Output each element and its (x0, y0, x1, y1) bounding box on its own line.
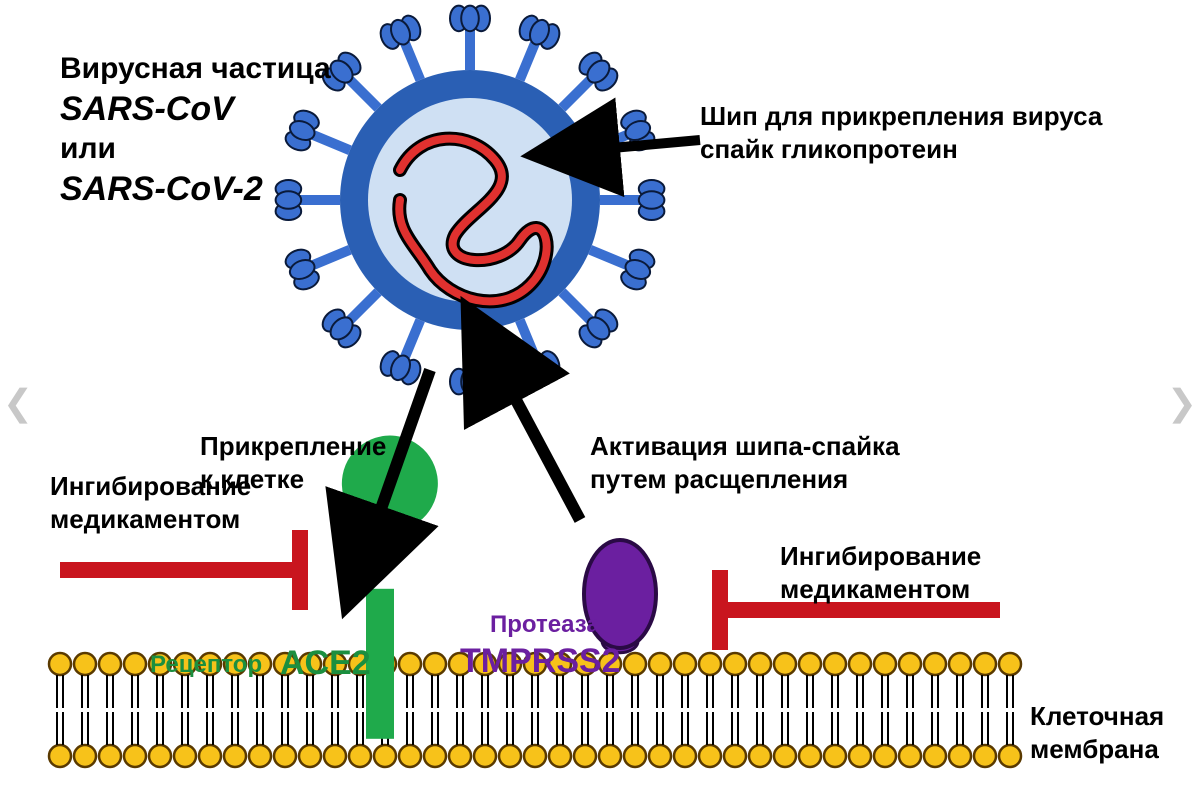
tmprss2-word: TMPRSS2 (460, 640, 621, 683)
activate-label: Активация шипа-спайкапутем расщепления (590, 430, 900, 495)
protease-word: Протеаза (490, 610, 600, 640)
next-image-button[interactable]: ❯ (1168, 373, 1196, 433)
diagram-stage: Вирусная частицаSARS-CoVилиSARS-CoV-2 Ши… (0, 0, 1200, 805)
ace2-word: ACE2 (280, 642, 371, 685)
inhibit-right-label: Ингибированиемедикаментом (780, 540, 981, 605)
receptor-word: Рецептор (150, 650, 262, 680)
spike-label: Шип для прикрепления вирусаспайк гликопр… (700, 100, 1102, 165)
inhibit-left-label: Ингибированиемедикаментом (50, 470, 251, 535)
cell-membrane-label: Клеточнаямембрана (1030, 700, 1164, 765)
virus-particle (276, 6, 665, 395)
prev-image-button[interactable]: ❮ (4, 373, 32, 433)
virus-title: Вирусная частицаSARS-CoVилиSARS-CoV-2 (60, 50, 331, 210)
